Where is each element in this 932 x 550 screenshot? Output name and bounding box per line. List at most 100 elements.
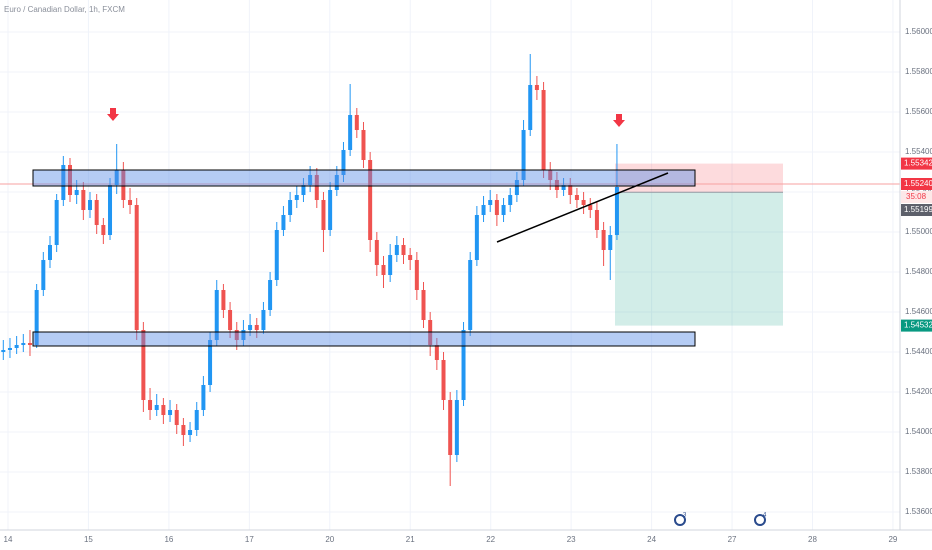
candle-body: [248, 325, 253, 330]
y-tick-label: 1.54600: [905, 307, 932, 316]
candle-body: [394, 245, 399, 255]
x-tick-label: 15: [84, 535, 93, 544]
stop-label-bg: [901, 157, 932, 170]
price-zone: [32, 169, 696, 187]
candle-body: [201, 385, 206, 410]
candle-body: [374, 240, 379, 265]
x-tick-label: 20: [325, 535, 334, 544]
candle-body: [141, 330, 146, 400]
candle-body: [161, 405, 166, 415]
candle-body: [528, 85, 533, 130]
price-axis: [900, 0, 932, 550]
y-tick-label: 1.54400: [905, 347, 932, 356]
candle-body: [74, 190, 79, 195]
x-tick-label: 27: [728, 535, 737, 544]
candle-body: [354, 115, 359, 130]
candle-body: [488, 200, 493, 205]
countdown-bg: [901, 191, 932, 203]
y-tick-label: 1.54800: [905, 267, 932, 276]
candle-body: [94, 200, 99, 225]
candle-body: [274, 230, 279, 280]
candle-body: [314, 175, 319, 200]
candle-body: [414, 260, 419, 290]
candle-body: [448, 400, 453, 455]
candle-body: [114, 170, 119, 185]
candle-body: [241, 330, 246, 340]
candle-body: [541, 90, 546, 170]
candle-body: [501, 205, 506, 215]
stop-label: 1.55342: [904, 159, 932, 168]
candle-body: [108, 185, 113, 235]
candle-body: [281, 215, 286, 230]
candle-body: [81, 190, 86, 210]
y-tick-label: 1.55600: [905, 107, 932, 116]
candle-body: [334, 175, 339, 190]
candle-body: [181, 425, 186, 435]
candle-body: [301, 185, 306, 195]
candle-body: [434, 345, 439, 360]
x-tick-label: 14: [4, 535, 13, 544]
arrow-marker: [107, 108, 119, 121]
candle-body: [328, 190, 333, 230]
candle-body: [341, 150, 346, 175]
y-tick-label: 1.53600: [905, 507, 932, 516]
candle-body: [408, 255, 413, 260]
candle-body: [561, 185, 566, 190]
candle-body: [188, 430, 193, 435]
x-tick-label: 16: [164, 535, 173, 544]
event-count: 4: [763, 513, 767, 519]
target-label-bg: [901, 319, 932, 332]
y-tick-label: 1.55000: [905, 227, 932, 236]
candle-body: [134, 205, 139, 330]
candle-body: [588, 205, 593, 210]
candle-body: [481, 205, 486, 215]
overlays: [0, 163, 900, 326]
candle-body: [101, 225, 106, 235]
x-tick-label: 22: [486, 535, 495, 544]
y-tick-label: 1.53800: [905, 467, 932, 476]
candle-body: [41, 260, 46, 290]
candle-body: [401, 245, 406, 255]
y-tick-label: 1.55400: [905, 147, 932, 156]
axes: 1.53600 1.53800 1.54000 1.54200 1.54400 1.546…: [4, 27, 932, 544]
target-label: 1.54532: [904, 321, 932, 330]
candle-body: [321, 200, 326, 230]
candle-body: [601, 230, 606, 250]
candle-body: [154, 405, 159, 410]
candle-body: [121, 170, 126, 200]
candle-body: [54, 200, 59, 245]
candle-body: [348, 115, 353, 150]
candle-body: [168, 410, 173, 415]
candle-body: [568, 185, 573, 195]
candle-body: [88, 200, 93, 210]
stop-zone: [615, 163, 783, 193]
x-tick-label: 24: [647, 535, 656, 544]
grid: [0, 0, 900, 530]
candle-body: [421, 290, 426, 320]
candle-body: [368, 160, 373, 240]
candle-body: [308, 175, 313, 185]
x-tick-label: 17: [245, 535, 254, 544]
candle-body: [534, 85, 539, 90]
candle-body: [474, 215, 479, 260]
entry-label-bg: [901, 204, 932, 216]
candle-body: [234, 330, 239, 340]
y-tick-label: 1.56000: [905, 27, 932, 36]
candle-body: [261, 310, 266, 330]
candle-body: [441, 360, 446, 400]
candle-body: [388, 255, 393, 275]
candle-body: [214, 290, 219, 340]
candle-body: [174, 410, 179, 425]
candle-body: [521, 130, 526, 180]
candle-body: [21, 343, 26, 345]
candle-body: [27, 343, 32, 345]
last-price-label-bg: [901, 178, 932, 190]
x-tick-label: 29: [888, 535, 897, 544]
y-tick-label: 1.54200: [905, 387, 932, 396]
candle-body: [508, 195, 513, 205]
candle-body: [254, 325, 259, 330]
